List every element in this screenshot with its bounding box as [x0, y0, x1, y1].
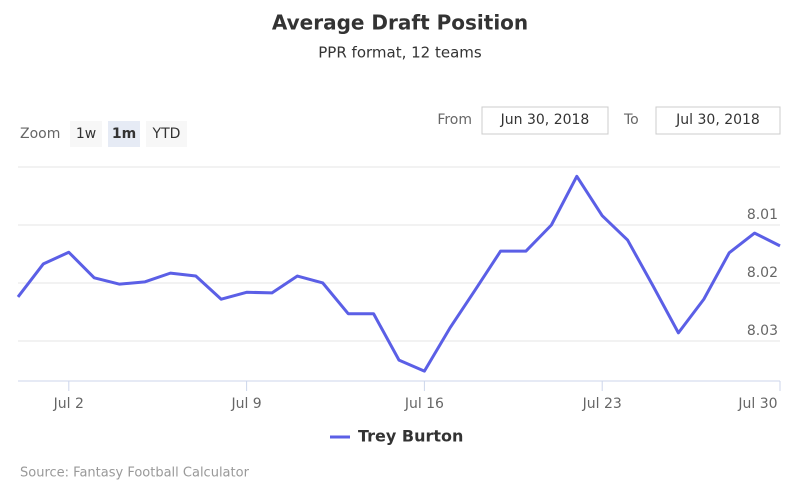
legend-label[interactable]: Trey Burton: [358, 427, 463, 446]
x-tick-label: Jul 16: [404, 396, 444, 412]
x-tick-label: Jul 23: [582, 396, 622, 412]
to-label: To: [623, 112, 639, 128]
source: Source: Fantasy Football Calculator: [20, 466, 250, 481]
from-value: Jun 30, 2018: [500, 112, 590, 128]
chart-subtitle: PPR format, 12 teams: [318, 44, 482, 62]
from-input[interactable]: [481, 106, 609, 135]
y-tick-label: 8.03: [747, 323, 778, 339]
y-tick-label: 8.02: [747, 265, 778, 281]
y-tick-label: 8.01: [747, 207, 778, 223]
to-input[interactable]: [655, 106, 781, 135]
x-tick-label: Jul 30: [737, 396, 777, 412]
to-value: Jul 30, 2018: [675, 112, 760, 128]
series-line: [16, 174, 781, 373]
zoom-button-label: 1w: [76, 126, 96, 142]
from-label: From: [437, 112, 472, 128]
chart-title: Average Draft Position: [272, 11, 528, 35]
zoom-button[interactable]: [108, 121, 140, 147]
zoom-button[interactable]: [70, 121, 102, 147]
zoom-button[interactable]: [146, 121, 187, 147]
zoom-label: Zoom: [20, 126, 60, 142]
x-tick-label: Jul 9: [230, 396, 261, 412]
zoom-button-label: YTD: [152, 126, 181, 142]
x-tick-label: Jul 2: [53, 396, 84, 412]
zoom-button-label: 1m: [112, 126, 136, 142]
